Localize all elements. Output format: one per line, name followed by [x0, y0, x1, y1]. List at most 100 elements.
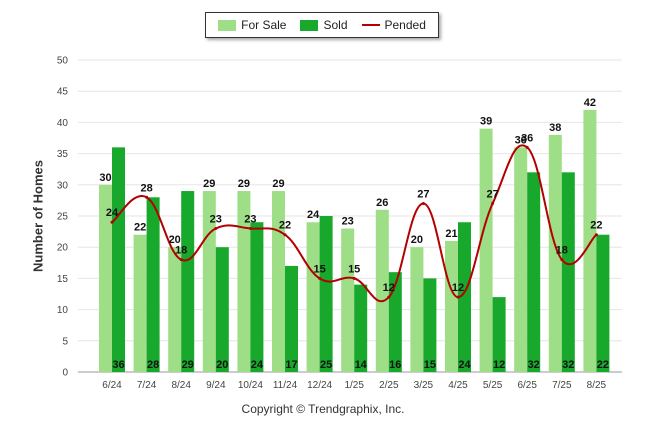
- pended-value-label: 36: [521, 132, 533, 144]
- for-sale-value-label: 42: [584, 97, 596, 109]
- pended-point: [421, 202, 425, 206]
- pended-point: [214, 226, 218, 230]
- copyright-credit: Copyright © Trendgraphix, Inc.: [241, 402, 405, 416]
- bar-for-sale: [514, 147, 528, 372]
- pended-value-label: 27: [417, 189, 429, 201]
- legend-label-for-sale: For Sale: [241, 18, 287, 32]
- pended-value-label: 27: [486, 189, 498, 201]
- bar-sold: [458, 222, 471, 372]
- bar-for-sale: [479, 128, 493, 372]
- x-tick-labels: 6/24 7/24 8/24 9/24 10/24 11/24 12/24 1/25 2/25 3…: [102, 380, 606, 391]
- legend-item-sold[interactable]: Sold: [300, 18, 348, 32]
- x-tick-label: 3/25: [414, 380, 434, 391]
- pended-point: [525, 145, 529, 149]
- bars: [99, 109, 610, 373]
- pended-value-label: 28: [140, 182, 152, 194]
- sold-value-label: 12: [493, 359, 505, 371]
- legend: For Sale Sold Pended: [205, 12, 439, 38]
- bar-sold: [561, 172, 575, 372]
- bar-sold: [527, 172, 541, 372]
- x-tick-label: 6/24: [102, 380, 122, 391]
- pended-value-label: 18: [556, 245, 568, 257]
- y-tick-label: 0: [62, 368, 68, 379]
- y-tick-label: 35: [57, 149, 69, 160]
- bar-sold: [354, 284, 368, 372]
- y-tick-label: 30: [57, 180, 69, 191]
- for-sale-swatch: [218, 19, 237, 31]
- for-sale-value-label: 22: [134, 222, 146, 234]
- sold-swatch: [300, 19, 319, 31]
- bar-sold: [112, 147, 125, 372]
- data-labels: 30 36 22 28 20 29 29 20 29 24 29 17 24 25 23 14 26 16 20 15…: [99, 97, 609, 371]
- for-sale-value-label: 20: [411, 234, 423, 246]
- for-sale-value-label: 29: [272, 178, 284, 190]
- for-sale-value-label: 30: [99, 172, 111, 184]
- sold-value-label: 29: [182, 359, 194, 371]
- pended-point: [145, 195, 149, 199]
- bar-for-sale: [99, 184, 112, 372]
- pended-value-label: 23: [244, 213, 256, 225]
- for-sale-value-label: 36: [515, 134, 527, 146]
- pended-line: [110, 144, 598, 303]
- for-sale-value-label: 26: [376, 197, 388, 209]
- for-sale-value-label: 39: [480, 116, 492, 128]
- x-tick-label: 8/24: [171, 380, 191, 391]
- legend-label-pended: Pended: [384, 18, 426, 32]
- bar-for-sale: [583, 109, 597, 373]
- y-tick-label: 50: [57, 56, 69, 67]
- pended-point: [594, 233, 598, 237]
- x-tick-label: 4/25: [448, 380, 468, 391]
- x-tick-label: 2/25: [379, 380, 399, 391]
- sold-value-label: 17: [285, 359, 297, 371]
- bar-for-sale: [341, 228, 355, 372]
- pended-series-line: [111, 144, 598, 303]
- pended-value-label: 12: [383, 282, 395, 294]
- for-sale-value-label: 21: [445, 228, 457, 240]
- for-sale-value-label: 38: [549, 122, 561, 134]
- pended-point: [456, 295, 460, 299]
- bar-sold: [596, 234, 610, 372]
- pended-point: [248, 226, 252, 230]
- bar-for-sale: [445, 240, 458, 372]
- x-tick-label: 11/24: [273, 380, 298, 391]
- y-tick-label: 40: [57, 118, 69, 129]
- pended-value-label: 15: [348, 263, 360, 275]
- sold-value-label: 24: [458, 359, 471, 371]
- y-tick-label: 45: [57, 87, 69, 98]
- legend-item-pended[interactable]: Pended: [361, 18, 426, 32]
- for-sale-value-label: 20: [169, 234, 181, 246]
- bar-for-sale: [375, 209, 389, 372]
- bar-sold: [250, 222, 264, 372]
- sold-value-label: 20: [216, 359, 228, 371]
- sold-value-label: 36: [112, 359, 124, 371]
- bar-sold: [215, 247, 229, 372]
- y-tick-label: 10: [57, 305, 69, 316]
- x-tick-label: 10/24: [238, 380, 263, 391]
- sold-value-label: 28: [147, 359, 159, 371]
- bar-sold: [146, 197, 160, 372]
- x-tick-label: 8/25: [587, 380, 607, 391]
- bar-sold: [388, 272, 402, 372]
- bar-sold: [319, 216, 333, 372]
- bar-for-sale: [133, 234, 147, 372]
- pended-point: [110, 220, 114, 224]
- pended-point: [491, 202, 495, 206]
- pended-value-label: 24: [106, 207, 119, 219]
- for-sale-value-label: 24: [307, 209, 320, 221]
- bar-for-sale: [272, 191, 285, 372]
- y-tick-label: 5: [62, 336, 68, 347]
- y-tick-label: 25: [57, 212, 69, 223]
- pended-point: [283, 233, 287, 237]
- pended-value-label: 22: [590, 220, 602, 232]
- legend-item-for-sale[interactable]: For Sale: [218, 18, 286, 32]
- bar-sold: [423, 278, 437, 372]
- sold-value-label: 32: [562, 359, 574, 371]
- pended-point: [560, 258, 564, 262]
- sold-value-label: 16: [389, 359, 401, 371]
- bar-sold: [285, 265, 298, 372]
- bar-for-sale: [548, 134, 562, 372]
- pended-point: [179, 258, 183, 262]
- legend-label-sold: Sold: [323, 18, 348, 32]
- x-tick-label: 5/25: [483, 380, 503, 391]
